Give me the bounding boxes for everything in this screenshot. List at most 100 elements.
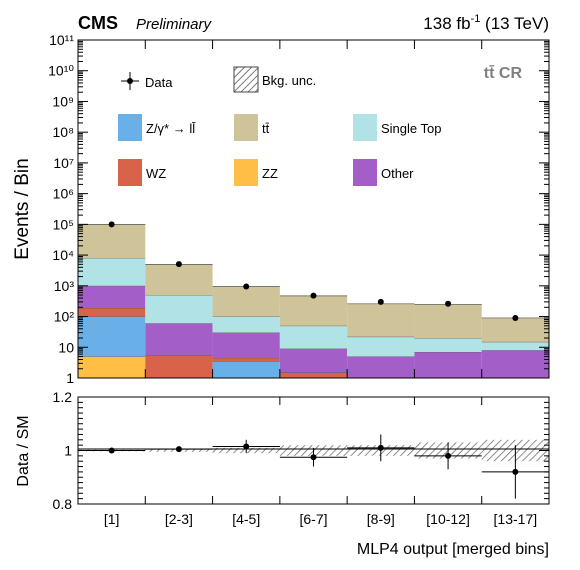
ratio-point-6 bbox=[512, 468, 519, 475]
legend-label-zz: ZZ bbox=[262, 166, 278, 181]
ratio-y-tick-label-0: 0.8 bbox=[53, 496, 73, 512]
legend-label-zgamma: Z/γ* → ll̄ bbox=[146, 121, 196, 136]
ratio-y-tick-label-1: 1 bbox=[64, 443, 72, 459]
bar-3-0 bbox=[78, 285, 146, 308]
ratio-y-axis-title: Data / SM bbox=[15, 415, 32, 486]
data-point-4 bbox=[377, 298, 384, 305]
bar-4-3 bbox=[279, 325, 348, 349]
legend-swatch-singletop bbox=[353, 114, 377, 141]
x-tick-label-1: [2-3] bbox=[165, 511, 193, 527]
bar-2-2 bbox=[212, 357, 280, 362]
ratio-x-ticks: [1] [2-3] [4-5] [6-7] [8-9] [10-12] [13-17] bbox=[104, 397, 537, 527]
bar-5-1 bbox=[145, 264, 213, 296]
bar-5-6 bbox=[481, 317, 549, 342]
main-plot-frame bbox=[77, 39, 550, 379]
bar-2-1 bbox=[145, 355, 213, 378]
data-points bbox=[108, 221, 519, 321]
legend-swatch-wz bbox=[118, 159, 142, 186]
legend-unc-label: Bkg. unc. bbox=[262, 73, 316, 88]
ratio-points bbox=[78, 434, 549, 499]
data-point-3 bbox=[310, 292, 317, 299]
ratio-point-4 bbox=[377, 444, 384, 451]
data-point-1 bbox=[175, 261, 182, 268]
main-y-tick-label-3: 10³ bbox=[54, 278, 75, 294]
bar-4-2 bbox=[212, 316, 280, 333]
main-y-tick-label-0: 1 bbox=[66, 370, 74, 386]
legend-label-wz: WZ bbox=[146, 166, 166, 181]
bar-3-1 bbox=[145, 323, 213, 356]
bar-0-0 bbox=[78, 356, 146, 378]
main-y-tick-label-1: 10 bbox=[58, 339, 74, 355]
legend-swatch-other bbox=[353, 159, 377, 186]
ratio-y-tick-label-2: 1.2 bbox=[53, 389, 73, 405]
x-tick-label-3: [6-7] bbox=[299, 511, 327, 527]
main-y-tick-label-10: 10¹⁰ bbox=[48, 63, 74, 79]
x-tick-label-0: [1] bbox=[104, 511, 120, 527]
bar-3-2 bbox=[212, 332, 280, 358]
main-y-axis-title: Events / Bin bbox=[12, 158, 33, 259]
ratio-point-3 bbox=[310, 454, 317, 461]
bar-5-0 bbox=[78, 224, 146, 259]
lumi-label: 138 fb-1 (13 TeV) bbox=[423, 13, 549, 33]
legend-data-label: Data bbox=[145, 75, 173, 90]
main-x-ticks bbox=[144, 40, 483, 378]
lumi-value: 138 fb bbox=[423, 14, 470, 33]
status-label: Preliminary bbox=[136, 16, 213, 33]
ratio-point-2 bbox=[243, 443, 250, 450]
bar-3-5 bbox=[414, 352, 482, 378]
x-tick-label-6: [13-17] bbox=[494, 511, 538, 527]
legend-unc-swatch bbox=[233, 66, 259, 93]
main-y-tick-label-6: 10⁶ bbox=[53, 186, 74, 202]
data-point-2 bbox=[243, 283, 250, 290]
bar-4-1 bbox=[145, 295, 213, 324]
bar-5-2 bbox=[212, 286, 280, 317]
stacked-bars bbox=[78, 224, 549, 378]
main-y-tick-label-5: 10⁵ bbox=[53, 216, 74, 232]
region-label: tt̄ CR bbox=[484, 64, 523, 82]
bar-3-3 bbox=[279, 348, 348, 373]
bar-4-0 bbox=[78, 258, 146, 286]
energy-value: (13 TeV) bbox=[480, 14, 549, 33]
main-y-tick-label-7: 10⁷ bbox=[53, 155, 74, 171]
bar-3-4 bbox=[347, 356, 415, 378]
lumi-unit-exponent: -1 bbox=[471, 13, 481, 25]
x-tick-label-5: [10-12] bbox=[426, 511, 470, 527]
x-tick-label-4: [8-9] bbox=[367, 511, 395, 527]
bar-4-5 bbox=[414, 338, 482, 353]
bar-4-6 bbox=[481, 341, 549, 351]
bar-2-0 bbox=[78, 307, 146, 317]
bar-5-3 bbox=[279, 295, 348, 326]
legend-swatch-zgamma bbox=[118, 114, 142, 141]
ratio-point-5 bbox=[445, 452, 452, 459]
ratio-point-0 bbox=[108, 447, 115, 454]
bar-1-2 bbox=[212, 361, 280, 378]
bar-3-6 bbox=[481, 350, 549, 378]
bar-5-4 bbox=[347, 303, 415, 337]
main-y-tick-label-4: 10⁴ bbox=[52, 247, 74, 263]
legend-label-singletop: Single Top bbox=[381, 121, 441, 136]
legend-swatch-ttbar bbox=[234, 114, 258, 141]
legend: Data Bkg. unc. Z/γ* → ll̄ tt̄ Single Top… bbox=[118, 66, 441, 186]
main-y-tick-label-2: 10² bbox=[54, 309, 75, 325]
ratio-y-ticks: 0.8 1 1.2 bbox=[53, 389, 549, 512]
x-axis-title: MLP4 output [merged bins] bbox=[357, 541, 549, 558]
ratio-point-1 bbox=[175, 446, 182, 453]
main-y-tick-label-8: 10⁸ bbox=[53, 124, 75, 140]
data-point-5 bbox=[445, 300, 452, 307]
legend-label-other: Other bbox=[381, 166, 414, 181]
legend-label-ttbar: tt̄ bbox=[262, 121, 270, 136]
main-y-tick-label-9: 10⁹ bbox=[52, 93, 74, 109]
main-y-tick-label-11: 10¹¹ bbox=[49, 32, 74, 48]
bar-4-4 bbox=[347, 336, 415, 357]
data-point-6 bbox=[512, 314, 519, 321]
data-point-0 bbox=[108, 221, 115, 228]
bar-2-3 bbox=[279, 372, 348, 378]
bar-1-0 bbox=[78, 316, 146, 357]
legend-swatch-zz bbox=[234, 159, 258, 186]
experiment-label: CMS bbox=[78, 13, 118, 33]
legend-data-marker-dot bbox=[127, 78, 133, 84]
main-y-ticks: 1 10 10² 10³ 10⁴ 10⁵ 10⁶ 10⁷ 10⁸ 10⁹ 10¹⁰ 10¹¹ bbox=[48, 32, 549, 386]
x-tick-label-2: [4-5] bbox=[232, 511, 260, 527]
bar-5-5 bbox=[414, 304, 482, 339]
